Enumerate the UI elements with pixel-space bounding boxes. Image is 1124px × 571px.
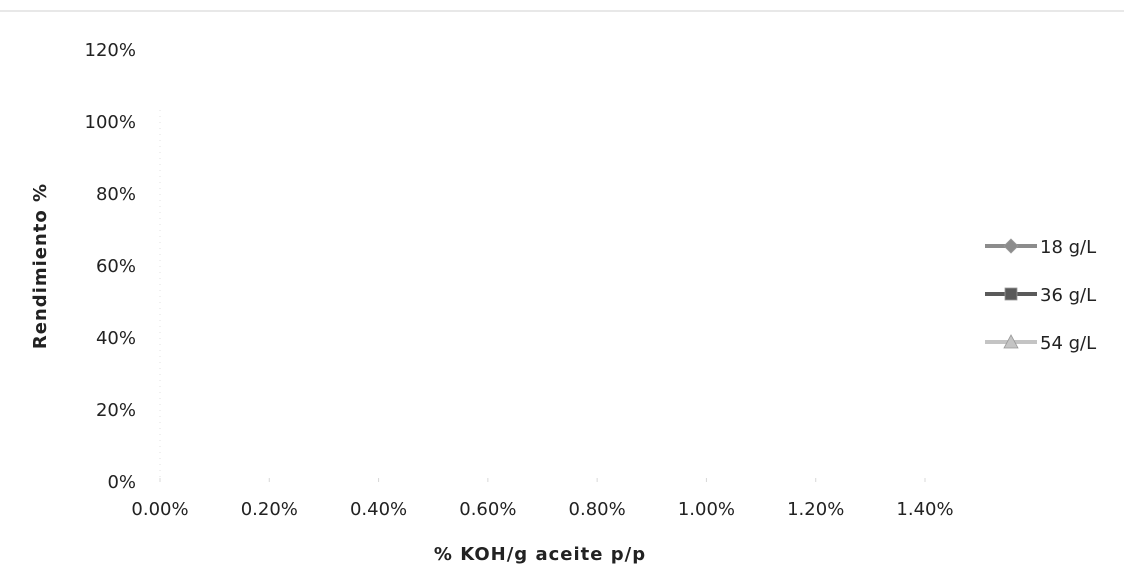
y-tick-label: 40%: [96, 328, 136, 349]
legend-marker: [1004, 287, 1018, 301]
y-tick-label: 120%: [85, 40, 136, 61]
legend-label: 54 g/L: [1040, 333, 1096, 354]
y-tick-label: 20%: [96, 400, 136, 421]
x-tick-label: 0.80%: [569, 499, 626, 520]
x-axis-ticks: 0.00% 0.20% 0.40% 0.60% 0.80% 1.00% 1.20% 1.40%: [131, 478, 954, 520]
legend-label: 36 g/L: [1040, 285, 1096, 306]
x-tick-label: 1.00%: [678, 499, 735, 520]
x-tick-label: 1.40%: [896, 499, 953, 520]
legend: 18 g/L 36 g/L 54 g/L: [985, 237, 1096, 354]
x-tick-label: 0.40%: [350, 499, 407, 520]
y-axis-ticks: 0% 20% 40% 60% 80% 100% 120%: [85, 40, 136, 493]
legend-marker: [1003, 238, 1019, 254]
y-tick-label: 60%: [96, 256, 136, 277]
x-axis-title: % KOH/g aceite p/p: [434, 544, 646, 565]
legend-label: 18 g/L: [1040, 237, 1096, 258]
x-tick-label: 0.00%: [131, 499, 188, 520]
x-tick-label: 1.20%: [787, 499, 844, 520]
x-tick-label: 0.60%: [459, 499, 516, 520]
y-axis-title: Rendimiento %: [30, 183, 51, 349]
y-tick-label: 0%: [107, 472, 136, 493]
legend-marker: [1003, 334, 1019, 349]
x-tick-label: 0.20%: [241, 499, 298, 520]
y-tick-label: 80%: [96, 184, 136, 205]
y-tick-label: 100%: [85, 112, 136, 133]
